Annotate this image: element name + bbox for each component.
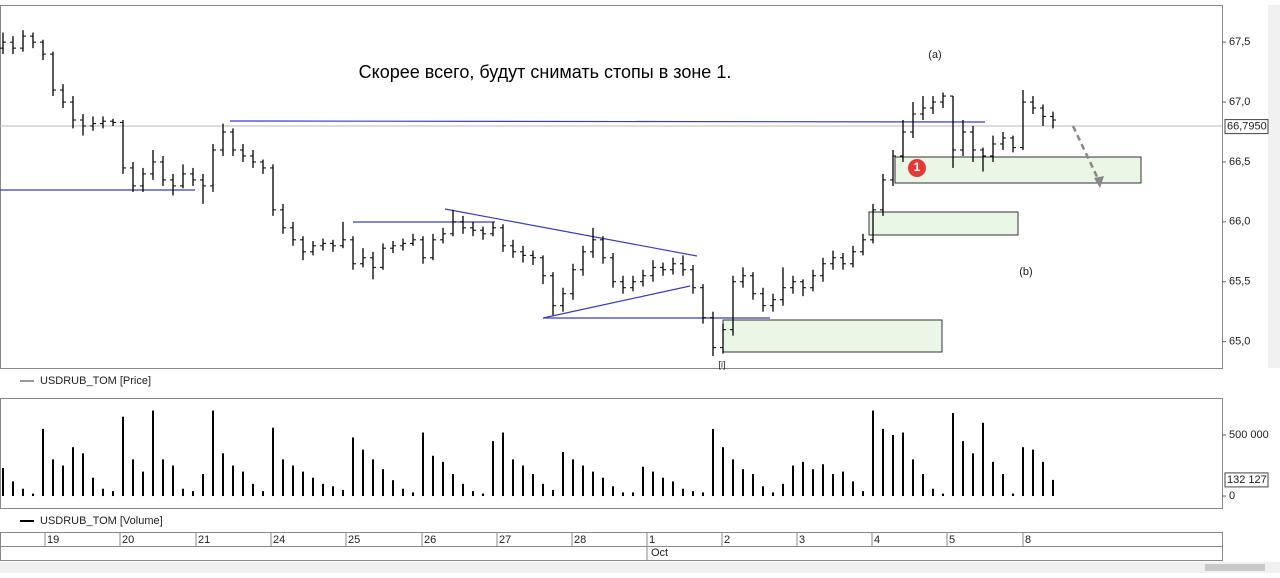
x-tick-label: 26	[424, 534, 436, 546]
x-tick-label: 28	[574, 534, 586, 546]
x-tick-label: 3	[799, 534, 805, 546]
price-panel	[0, 5, 1223, 369]
y-tick-label: 67,0	[1229, 96, 1250, 108]
scroll-thumb[interactable]	[1205, 564, 1265, 571]
x-tick-label: 8	[1025, 534, 1031, 546]
trend-lines	[0, 120, 986, 319]
zone-box	[722, 319, 943, 353]
x-tick-label: 20	[122, 534, 134, 546]
x-tick-label: 1	[649, 534, 655, 546]
y-tick-label: 66,0	[1229, 216, 1250, 228]
x-tick-label: 27	[499, 534, 511, 546]
legend-label: USDRUB_TOM [Price]	[40, 375, 151, 387]
x-tick-label: 5	[949, 534, 955, 546]
wave-label: [i]	[718, 359, 725, 369]
zone-box	[868, 211, 1019, 236]
last-volume-label: 132 127	[1227, 474, 1267, 486]
x-tick-label: 19	[47, 534, 59, 546]
y2-tick-label: 0	[1229, 490, 1235, 502]
wave-label: (a)	[928, 49, 941, 61]
y-tick-label: 67,5	[1229, 36, 1250, 48]
zone-marker	[908, 159, 926, 177]
trend-line	[444, 208, 698, 257]
zone-marker-label: 1	[914, 160, 921, 174]
volume-panel	[0, 398, 1223, 509]
x-tick-label: 4	[874, 534, 880, 546]
zone-box	[894, 156, 1142, 184]
arrow-head	[1094, 176, 1104, 188]
x-tick-label: 21	[198, 534, 210, 546]
chart-title: Скорее всего, будут снимать стопы в зоне…	[359, 62, 732, 82]
x-tick-label: 25	[348, 534, 360, 546]
last-price-label: 66,7950	[1227, 121, 1267, 133]
trend-line	[542, 285, 691, 319]
y2-tick-label: 500 000	[1229, 429, 1269, 441]
legend-label: USDRUB_TOM [Volume]	[40, 515, 163, 527]
forecast-arrow	[1071, 125, 1102, 184]
y-tick-label: 65,5	[1229, 276, 1250, 288]
y-tick-label: 66,5	[1229, 156, 1250, 168]
x-tick-label: 24	[273, 534, 285, 546]
vertical-scrollbar[interactable]	[1268, 5, 1280, 368]
horizontal-scrollbar[interactable]	[0, 562, 1280, 573]
month-label: Oct	[651, 547, 668, 559]
wave-label: (b)	[1019, 266, 1032, 278]
last-price-box	[1224, 119, 1269, 135]
x-tick-label: 2	[724, 534, 730, 546]
last-volume-box	[1224, 472, 1269, 488]
trend-line	[229, 120, 986, 123]
y-tick-label: 65,0	[1229, 336, 1250, 348]
